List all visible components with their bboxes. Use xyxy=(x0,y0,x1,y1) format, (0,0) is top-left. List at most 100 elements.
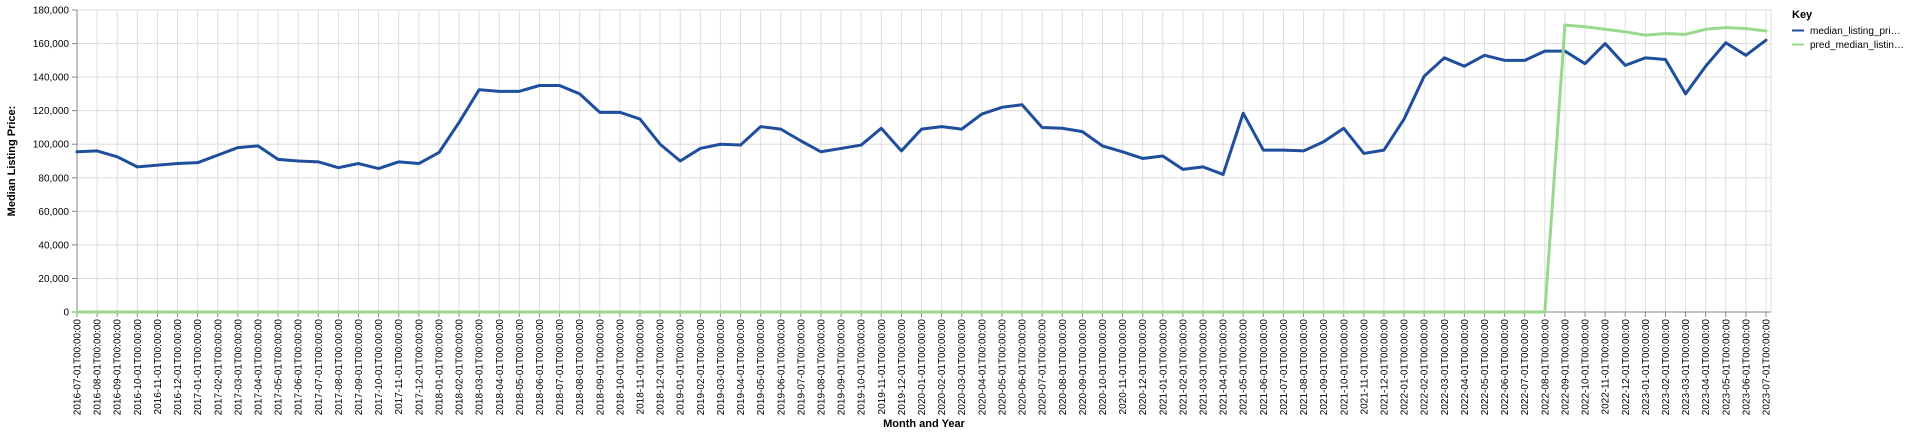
x-tick-label: 2021-03-01T00:00:00 xyxy=(1199,319,1210,416)
x-tick-label: 2019-12-01T00:00:00 xyxy=(897,319,908,416)
y-tick-label: 80,000 xyxy=(38,173,69,184)
x-tick-label: 2018-04-01T00:00:00 xyxy=(495,319,506,416)
y-tick-label: 160,000 xyxy=(33,39,70,50)
x-tick-label: 2019-03-01T00:00:00 xyxy=(716,319,727,416)
x-tick-label: 2022-08-01T00:00:00 xyxy=(1540,319,1551,416)
x-tick-label: 2019-10-01T00:00:00 xyxy=(857,319,868,416)
x-tick-label: 2023-02-01T00:00:00 xyxy=(1661,319,1672,416)
x-tick-label: 2017-08-01T00:00:00 xyxy=(334,319,345,416)
x-tick-label: 2017-01-01T00:00:00 xyxy=(193,319,204,416)
y-axis-title: Median Listing Price: xyxy=(6,106,18,217)
x-tick-label: 2018-01-01T00:00:00 xyxy=(434,319,445,416)
x-tick-label: 2017-05-01T00:00:00 xyxy=(274,319,285,416)
x-tick-label: 2020-06-01T00:00:00 xyxy=(1018,319,1029,416)
x-tick-label: 2021-06-01T00:00:00 xyxy=(1259,319,1270,416)
x-tick-label: 2019-11-01T00:00:00 xyxy=(877,319,888,415)
x-tick-label: 2016-08-01T00:00:00 xyxy=(93,319,104,416)
x-tick-label: 2017-06-01T00:00:00 xyxy=(294,319,305,416)
x-tick-label: 2019-02-01T00:00:00 xyxy=(696,319,707,416)
y-tick-label: 20,000 xyxy=(38,274,69,285)
x-tick-label: 2016-10-01T00:00:00 xyxy=(133,319,144,416)
x-tick-label: 2019-06-01T00:00:00 xyxy=(776,319,787,416)
y-tick-label: 140,000 xyxy=(33,73,70,84)
x-tick-label: 2021-07-01T00:00:00 xyxy=(1279,319,1290,416)
x-tick-label: 2019-08-01T00:00:00 xyxy=(816,319,827,416)
x-tick-label: 2017-09-01T00:00:00 xyxy=(354,319,365,416)
x-tick-label: 2018-09-01T00:00:00 xyxy=(595,319,606,416)
x-tick-label: 2020-02-01T00:00:00 xyxy=(937,319,948,416)
y-tick-label: 40,000 xyxy=(38,240,69,251)
y-tick-label: 100,000 xyxy=(33,140,70,151)
x-tick-label: 2022-12-01T00:00:00 xyxy=(1621,319,1632,416)
x-tick-label: 2017-12-01T00:00:00 xyxy=(414,319,425,416)
x-tick-label: 2021-10-01T00:00:00 xyxy=(1339,319,1350,416)
x-tick-label: 2021-08-01T00:00:00 xyxy=(1299,319,1310,416)
x-tick-label: 2019-01-01T00:00:00 xyxy=(676,319,687,416)
x-tick-label: 2020-01-01T00:00:00 xyxy=(917,319,928,416)
x-tick-label: 2018-06-01T00:00:00 xyxy=(535,319,546,416)
x-tick-label: 2022-10-01T00:00:00 xyxy=(1581,319,1592,416)
x-tick-label: 2023-04-01T00:00:00 xyxy=(1701,319,1712,416)
x-tick-label: 2020-08-01T00:00:00 xyxy=(1058,319,1069,416)
x-tick-label: 2019-07-01T00:00:00 xyxy=(796,319,807,416)
x-tick-label: 2018-02-01T00:00:00 xyxy=(455,319,466,416)
x-tick-label: 2022-06-01T00:00:00 xyxy=(1500,319,1511,416)
series-lines xyxy=(75,23,1768,314)
legend-title: Key xyxy=(1792,9,1813,21)
legend: Key median_listing_pri… pred_median_listi… xyxy=(1792,9,1904,51)
x-tick-label: 2020-07-01T00:00:00 xyxy=(1038,319,1049,416)
x-tick-label: 2017-07-01T00:00:00 xyxy=(314,319,325,416)
y-tick-label: 60,000 xyxy=(38,207,69,218)
x-tick-label: 2021-12-01T00:00:00 xyxy=(1379,319,1390,416)
x-tick-label: 2022-03-01T00:00:00 xyxy=(1440,319,1451,416)
x-tick-label: 2022-04-01T00:00:00 xyxy=(1460,319,1471,416)
series-line-1 xyxy=(75,38,1768,176)
x-tick-label: 2018-07-01T00:00:00 xyxy=(555,319,566,416)
x-tick-label: 2020-04-01T00:00:00 xyxy=(977,319,988,416)
x-tick-label: 2020-05-01T00:00:00 xyxy=(997,319,1008,416)
axes: 0 20,000 40,000 60,000 80,000 100,000 120,000 1… xyxy=(33,6,1773,416)
x-tick-label: 2023-03-01T00:00:00 xyxy=(1681,319,1692,416)
x-tick-label: 2022-02-01T00:00:00 xyxy=(1420,319,1431,416)
x-tick-label: 2022-05-01T00:00:00 xyxy=(1480,319,1491,416)
gridlines xyxy=(76,9,1772,313)
x-tick-label: 2017-11-01T00:00:00 xyxy=(394,319,405,415)
x-tick-label: 2016-11-01T00:00:00 xyxy=(153,319,164,415)
x-tick-label: 2021-11-01T00:00:00 xyxy=(1359,319,1370,415)
x-tick-label: 2023-06-01T00:00:00 xyxy=(1741,319,1752,416)
x-tick-label: 2023-01-01T00:00:00 xyxy=(1641,319,1652,416)
x-tick-label: 2018-12-01T00:00:00 xyxy=(656,319,667,416)
y-tick-label: 120,000 xyxy=(33,106,70,117)
x-tick-label: 2018-10-01T00:00:00 xyxy=(615,319,626,416)
x-axis-title: Month and Year xyxy=(883,418,965,430)
x-tick-label: 2021-09-01T00:00:00 xyxy=(1319,319,1330,416)
x-tick-label: 2018-05-01T00:00:00 xyxy=(515,319,526,416)
x-tick-label: 2019-09-01T00:00:00 xyxy=(837,319,848,416)
x-tick-label: 2021-01-01T00:00:00 xyxy=(1158,319,1169,416)
x-tick-label: 2016-12-01T00:00:00 xyxy=(173,319,184,416)
x-tick-label: 2022-11-01T00:00:00 xyxy=(1601,319,1612,415)
legend-entries: median_listing_pri… pred_median_listin… xyxy=(1792,26,1904,51)
series-line-2 xyxy=(75,23,1768,314)
x-tick-label: 2017-04-01T00:00:00 xyxy=(253,319,264,416)
x-tick-label: 2023-07-01T00:00:00 xyxy=(1762,319,1773,416)
legend-entry-label: median_listing_pri… xyxy=(1810,26,1901,37)
x-tick-label: 2021-05-01T00:00:00 xyxy=(1239,319,1250,416)
x-tick-label: 2020-10-01T00:00:00 xyxy=(1098,319,1109,416)
x-tick-label: 2021-02-01T00:00:00 xyxy=(1178,319,1189,416)
x-tick-label: 2020-12-01T00:00:00 xyxy=(1138,319,1149,416)
x-tick-label: 2020-09-01T00:00:00 xyxy=(1078,319,1089,416)
y-tick-label: 0 xyxy=(63,308,69,319)
y-tick-label: 180,000 xyxy=(33,6,70,17)
x-tick-label: 2018-08-01T00:00:00 xyxy=(575,319,586,416)
x-tick-label: 2022-01-01T00:00:00 xyxy=(1400,319,1411,416)
x-tick-label: 2017-10-01T00:00:00 xyxy=(374,319,385,416)
x-tick-label: 2019-04-01T00:00:00 xyxy=(736,319,747,416)
x-tick-label: 2016-09-01T00:00:00 xyxy=(113,319,124,416)
x-tick-label: 2016-07-01T00:00:00 xyxy=(73,319,84,416)
x-tick-label: 2023-05-01T00:00:00 xyxy=(1721,319,1732,416)
x-tick-label: 2022-09-01T00:00:00 xyxy=(1560,319,1571,416)
x-tick-label: 2020-11-01T00:00:00 xyxy=(1118,319,1129,415)
